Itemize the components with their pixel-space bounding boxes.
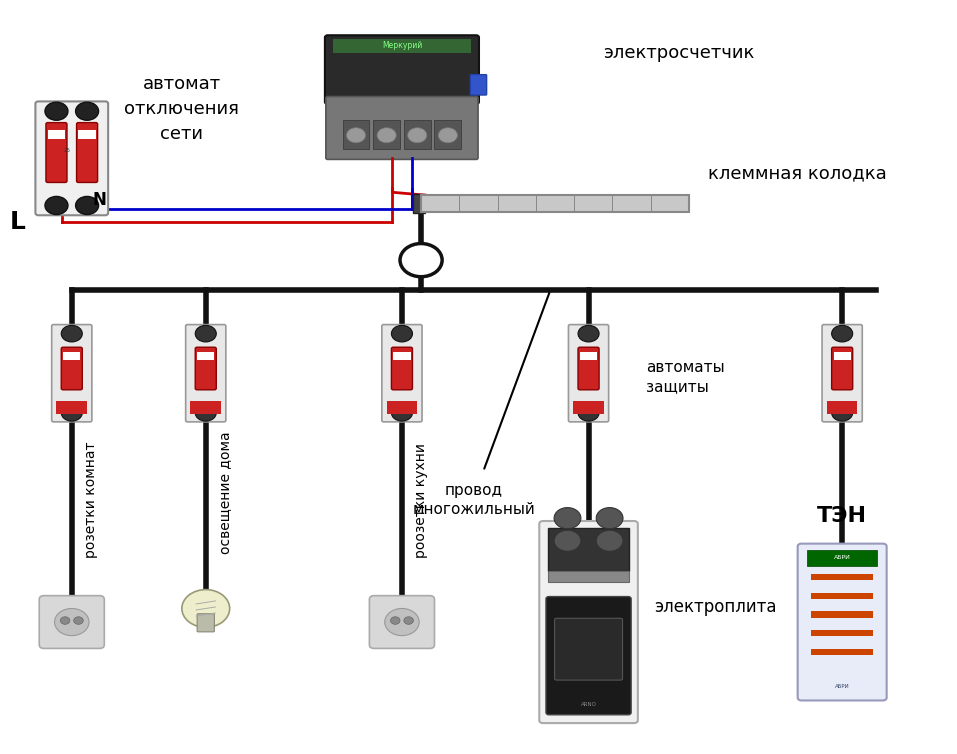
Bar bbox=[63, 352, 80, 360]
Text: провод
многожильный: провод многожильный bbox=[412, 483, 535, 517]
FancyBboxPatch shape bbox=[391, 348, 412, 390]
FancyBboxPatch shape bbox=[539, 521, 637, 723]
Circle shape bbox=[596, 507, 623, 529]
Bar bbox=[580, 352, 597, 360]
Bar bbox=[48, 130, 65, 139]
Circle shape bbox=[832, 404, 853, 421]
FancyBboxPatch shape bbox=[46, 123, 67, 182]
Bar bbox=[393, 352, 411, 360]
Bar bbox=[413, 194, 425, 213]
Text: клеммная колодка: клеммная колодка bbox=[708, 164, 887, 182]
Bar bbox=[811, 593, 873, 599]
Circle shape bbox=[554, 530, 581, 551]
Bar bbox=[404, 120, 431, 149]
Text: АБРИ: АБРИ bbox=[834, 556, 851, 560]
Text: роозетки кухни: роозетки кухни bbox=[414, 443, 429, 558]
Bar bbox=[573, 401, 604, 415]
Circle shape bbox=[390, 617, 400, 624]
Text: электроплита: электроплита bbox=[654, 598, 776, 616]
Circle shape bbox=[377, 127, 396, 143]
Bar bbox=[811, 611, 873, 618]
Circle shape bbox=[554, 507, 581, 529]
Circle shape bbox=[346, 127, 366, 143]
FancyBboxPatch shape bbox=[822, 324, 862, 422]
FancyBboxPatch shape bbox=[186, 324, 226, 422]
FancyBboxPatch shape bbox=[471, 75, 486, 95]
Circle shape bbox=[195, 326, 216, 342]
FancyBboxPatch shape bbox=[52, 324, 92, 422]
Text: автоматы
защиты: автоматы защиты bbox=[646, 360, 724, 394]
FancyBboxPatch shape bbox=[195, 348, 216, 390]
Circle shape bbox=[61, 326, 82, 342]
Bar bbox=[827, 401, 857, 415]
FancyBboxPatch shape bbox=[324, 35, 478, 104]
Circle shape bbox=[438, 127, 457, 143]
Text: АБРИ: АБРИ bbox=[835, 684, 850, 688]
Bar bbox=[547, 571, 629, 582]
Text: 25: 25 bbox=[63, 149, 71, 153]
Text: N: N bbox=[93, 191, 106, 209]
FancyBboxPatch shape bbox=[35, 102, 108, 216]
Bar bbox=[78, 130, 96, 139]
Bar bbox=[811, 574, 873, 580]
Bar bbox=[56, 401, 87, 415]
Bar bbox=[197, 352, 214, 360]
Circle shape bbox=[76, 102, 99, 120]
Text: Меркурий: Меркурий bbox=[382, 41, 422, 51]
Text: розетки комнат: розетки комнат bbox=[84, 441, 99, 558]
FancyBboxPatch shape bbox=[554, 618, 623, 680]
Bar bbox=[434, 120, 461, 149]
Bar bbox=[547, 528, 629, 571]
Circle shape bbox=[182, 590, 230, 627]
Text: освещение дома: освещение дома bbox=[218, 431, 233, 554]
Text: электросчетчик: электросчетчик bbox=[603, 44, 754, 62]
Bar bbox=[834, 352, 851, 360]
Bar bbox=[387, 401, 417, 415]
FancyBboxPatch shape bbox=[61, 348, 82, 390]
Circle shape bbox=[61, 404, 82, 421]
Circle shape bbox=[76, 196, 99, 214]
FancyBboxPatch shape bbox=[797, 544, 886, 700]
Text: ARNO: ARNO bbox=[581, 703, 596, 707]
Text: L: L bbox=[10, 210, 26, 234]
FancyBboxPatch shape bbox=[545, 596, 632, 715]
Circle shape bbox=[74, 617, 83, 624]
FancyBboxPatch shape bbox=[197, 614, 214, 632]
Bar bbox=[343, 120, 369, 149]
Circle shape bbox=[45, 102, 68, 120]
FancyBboxPatch shape bbox=[325, 97, 478, 159]
Circle shape bbox=[408, 127, 427, 143]
Circle shape bbox=[400, 244, 442, 277]
Circle shape bbox=[55, 608, 89, 636]
FancyBboxPatch shape bbox=[39, 596, 104, 648]
Circle shape bbox=[391, 326, 412, 342]
Circle shape bbox=[45, 196, 68, 214]
FancyBboxPatch shape bbox=[832, 348, 853, 390]
Bar bbox=[811, 649, 873, 655]
Circle shape bbox=[596, 530, 623, 551]
FancyBboxPatch shape bbox=[369, 596, 434, 648]
Circle shape bbox=[578, 326, 599, 342]
Bar bbox=[808, 550, 878, 566]
Circle shape bbox=[60, 617, 70, 624]
Circle shape bbox=[832, 326, 853, 342]
Bar bbox=[190, 401, 221, 415]
Bar bbox=[421, 195, 689, 212]
FancyBboxPatch shape bbox=[578, 348, 599, 390]
Circle shape bbox=[195, 404, 216, 421]
Bar bbox=[811, 630, 873, 636]
Text: ТЭН: ТЭН bbox=[817, 507, 867, 526]
FancyBboxPatch shape bbox=[77, 123, 98, 182]
Text: автомат
отключения
сети: автомат отключения сети bbox=[124, 75, 239, 143]
FancyBboxPatch shape bbox=[382, 324, 422, 422]
Circle shape bbox=[391, 404, 412, 421]
Circle shape bbox=[404, 617, 413, 624]
Circle shape bbox=[385, 608, 419, 636]
Bar bbox=[373, 120, 400, 149]
Circle shape bbox=[578, 404, 599, 421]
Bar bbox=[333, 39, 471, 53]
FancyBboxPatch shape bbox=[568, 324, 609, 422]
